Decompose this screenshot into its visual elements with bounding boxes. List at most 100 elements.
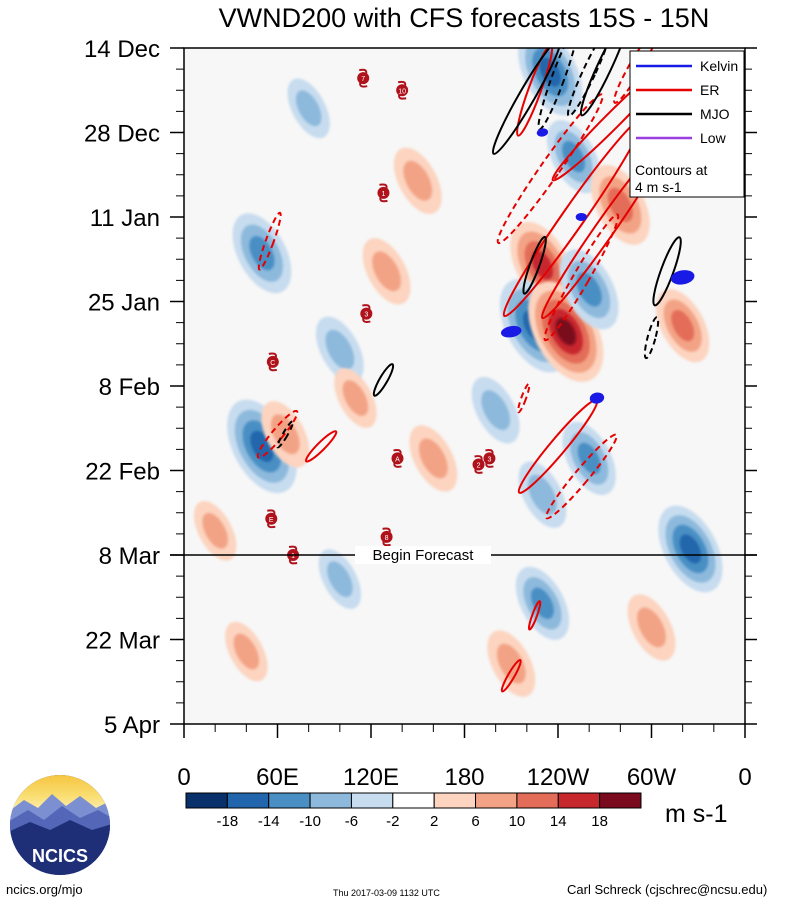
anomaly-3-ring-1 [325, 329, 355, 370]
y-tick-label-4: 8 Feb [99, 374, 160, 401]
legend: Kelvin ER MJO Low Contours at 4 m s-1 [629, 50, 745, 198]
tc-marker-dot [357, 72, 370, 85]
legend-note-line2: 4 m s-1 [635, 179, 682, 195]
contour-er-2 [496, 93, 604, 245]
tc-marker-dot [391, 452, 404, 465]
colorbar-swatch-9 [557, 792, 601, 809]
anomaly-layer [193, 48, 723, 697]
y-tick-label-7: 22 Mar [85, 628, 160, 655]
colorbar-label-8: 14 [550, 813, 567, 830]
tc-marker-9: 8 [380, 527, 393, 547]
footer-timestamp: Thu 2017-03-09 1132 UTC [333, 888, 440, 898]
x-axis: 0 60E 120E 180 120W 60W 0 [177, 724, 752, 791]
anomaly-17-ring-3 [679, 534, 702, 564]
anomaly-9-ring-2 [576, 272, 602, 307]
tc-marker-label: C [270, 360, 275, 367]
colorbar-label-0: -18 [217, 813, 239, 830]
tc-marker-dot [266, 355, 279, 368]
y-tick-label-8: 5 Apr [104, 712, 160, 739]
tc-marker-1: 10 [396, 80, 409, 100]
anomaly-23-ring-1 [327, 561, 353, 598]
contour-mjo-20 [652, 236, 682, 307]
x-tick-label-6: 0 [738, 764, 751, 791]
tc-marker-label: 1 [291, 553, 295, 560]
colorbar-swatch-3 [309, 792, 352, 809]
colorbar-swatch-7 [475, 792, 518, 809]
legend-note-line1: Contours at [635, 162, 707, 178]
tc-marker-dot [396, 84, 409, 97]
contour-er-3 [543, 213, 620, 342]
colorbar-swatch-0 [185, 792, 228, 809]
y-tick-label-3: 25 Jan [88, 290, 160, 317]
colorbar-swatch-5 [392, 792, 435, 809]
colorbar: -18 -14 -10 -6 -2 2 6 10 14 18 [185, 792, 642, 830]
colorbar-swatch-8 [516, 792, 559, 809]
x-tick-label-2: 120E [343, 764, 399, 791]
anomaly-14-ring-1 [528, 474, 557, 515]
colorbar-swatch-4 [350, 792, 394, 809]
tc-marker-7: 3 [483, 449, 496, 468]
contour-mjo-22 [372, 363, 395, 397]
logo-mountains-near [10, 820, 110, 875]
colorbar-swatch-1 [226, 792, 270, 809]
contour-kelvin-28 [536, 128, 549, 137]
anomaly-1-ring-2 [249, 236, 275, 271]
chart-title: VWND200 with CFS forecasts 15S - 15N [219, 3, 710, 33]
tc-marker-label: 3 [487, 456, 491, 463]
tc-marker-label: A [395, 456, 400, 463]
anomaly-20-ring-2 [530, 587, 554, 619]
legend-entries: Kelvin ER MJO Low [636, 58, 738, 146]
tc-marker-dot [360, 307, 373, 320]
tc-marker-4: C [266, 352, 279, 372]
anomaly-26-ring-1 [295, 90, 322, 127]
tc-marker-label: 7 [361, 76, 365, 83]
forecast-label-background [355, 546, 491, 564]
colorbar-label-1: -14 [258, 813, 280, 830]
contour-er-8 [545, 433, 618, 520]
tc-marker-dot [377, 186, 390, 199]
anomaly-4-ring-1 [342, 380, 369, 416]
y-axis: 14 Dec 28 Dec 11 Jan 25 Jan 8 Feb 22 Feb 8 Mar… [84, 36, 757, 739]
tc-marker-0: 7 [357, 68, 370, 88]
anomaly-5-ring-1 [372, 251, 401, 292]
tc-marker-label: 8 [385, 535, 389, 542]
contour-er-14 [500, 658, 522, 693]
tc-marker-2: 1 [377, 183, 390, 203]
anomaly-10-ring-2 [562, 140, 586, 173]
x-tick-label-3: 180 [444, 764, 484, 791]
colorbar-label-4: -2 [386, 813, 399, 830]
colorbar-swatch-10 [599, 792, 642, 809]
contour-er-13 [528, 600, 542, 631]
contour-mjo-21 [643, 316, 660, 360]
forecast-start-label: Begin Forecast [373, 547, 475, 564]
contour-er-5 [516, 48, 554, 137]
anomaly-16-ring-1 [481, 390, 511, 431]
colorbar-label-6: 6 [471, 813, 479, 830]
contour-er-11 [304, 430, 338, 463]
anomaly-18-ring-2 [671, 309, 695, 342]
wave-contour-layer [256, 48, 695, 693]
legend-label-kelvin: Kelvin [700, 58, 738, 74]
tc-marker-3: 3 [360, 304, 373, 323]
legend-label-er: ER [700, 82, 719, 98]
ncics-logo: NCICS [10, 775, 110, 875]
contour-mjo-23 [276, 420, 295, 449]
tc-marker-6: 2 [472, 455, 485, 474]
colorbar-label-3: -6 [345, 813, 358, 830]
contour-er-12 [517, 382, 531, 414]
colorbar-label-2: -10 [299, 813, 321, 830]
y-tick-label-1: 28 Dec [84, 121, 160, 148]
contour-mjo-15 [491, 48, 562, 155]
tc-marker-dot [472, 458, 485, 471]
tc-marker-label: 2 [477, 462, 481, 469]
y-tick-label-2: 11 Jan [90, 205, 160, 232]
anomaly-24-ring-1 [202, 512, 228, 549]
colorbar-label-5: 2 [430, 813, 438, 830]
legend-label-mjo: MJO [700, 106, 730, 122]
contour-mjo-18 [579, 48, 630, 117]
tc-marker-label: E [269, 517, 274, 524]
tc-marker-dot [483, 452, 496, 465]
anomaly-19-ring-1 [496, 643, 526, 684]
tc-marker-dot [380, 530, 393, 543]
